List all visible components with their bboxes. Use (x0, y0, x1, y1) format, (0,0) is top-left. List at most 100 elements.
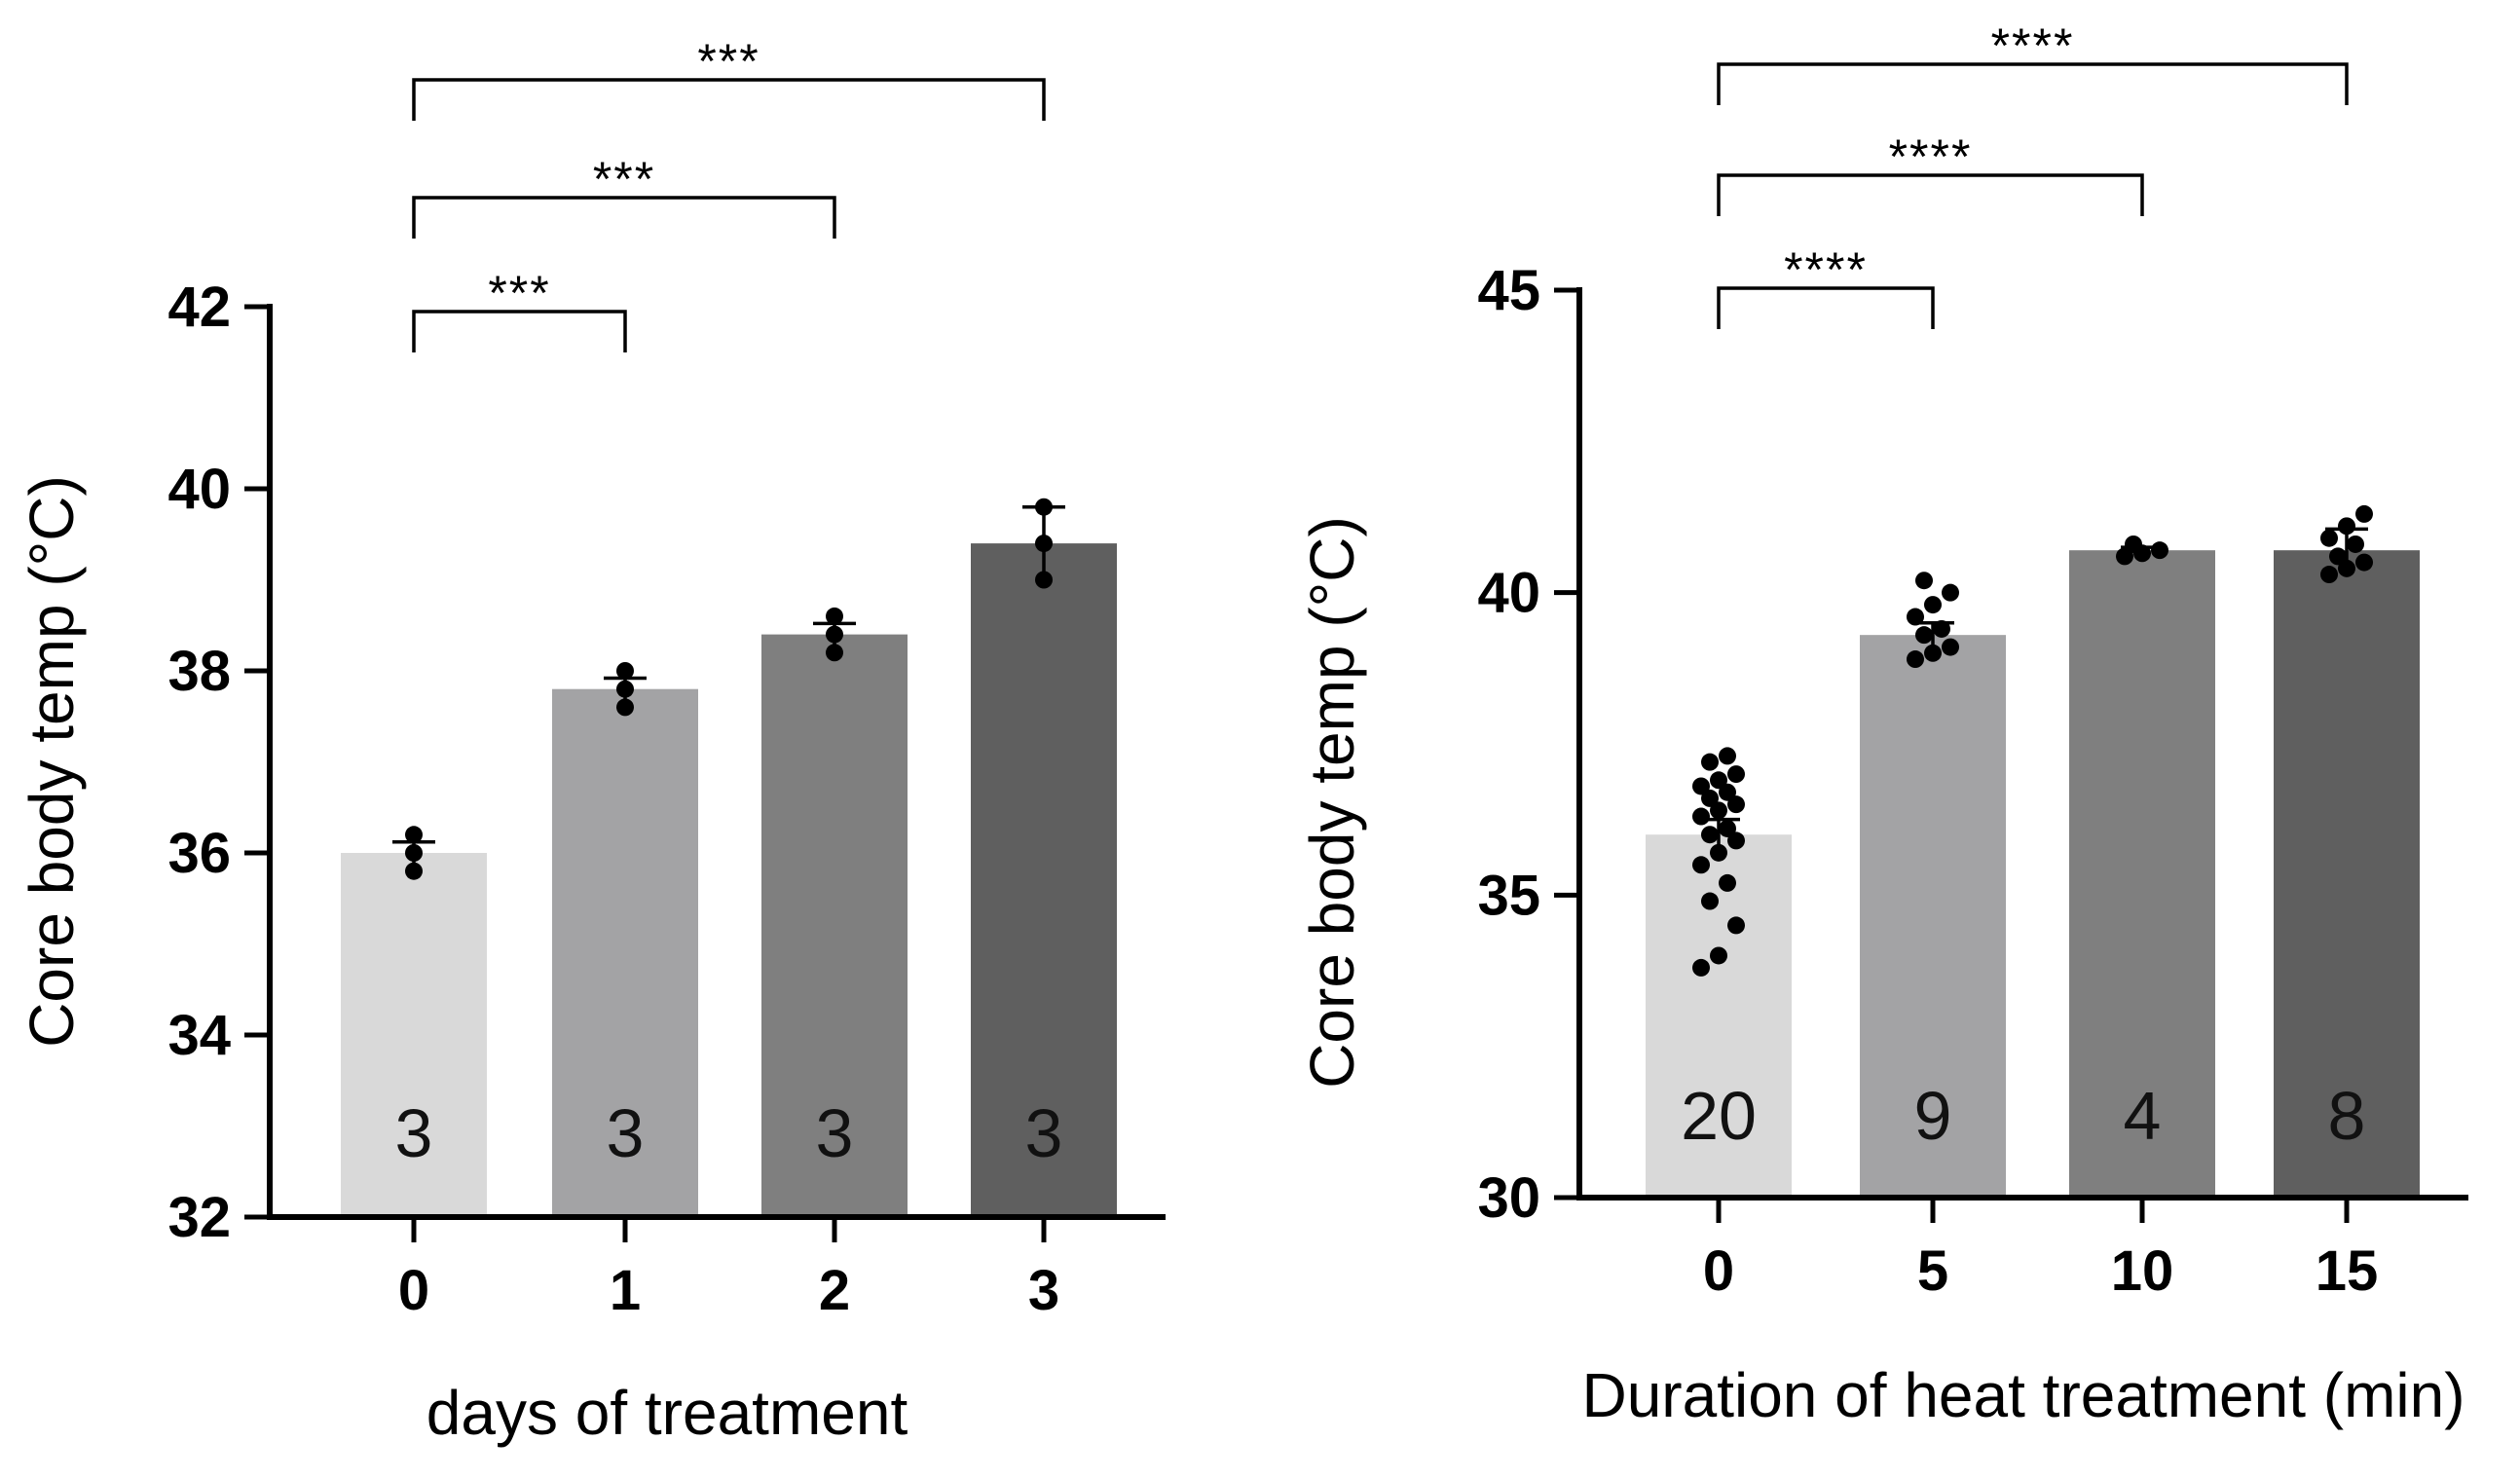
x-tick-label: 0 (398, 1259, 429, 1322)
data-point (826, 625, 843, 644)
data-point (1692, 856, 1710, 874)
data-point (826, 644, 843, 662)
data-point (2347, 535, 2364, 553)
data-point (1719, 747, 1736, 765)
data-point (1942, 583, 1959, 602)
data-point (616, 698, 634, 717)
left-panel-chart: 3 3 3 3 32 34 36 38 40 42 0 1 2 3 days of treatment Cor… (17, 34, 1166, 1448)
significance-label-2: *** (697, 34, 760, 89)
data-point (2151, 541, 2168, 560)
data-point (1710, 843, 1727, 862)
data-point (405, 862, 423, 880)
significance-bracket-0 (412, 310, 627, 352)
n-label-0: 20 (1681, 1078, 1757, 1154)
data-point (2116, 547, 2133, 566)
data-point (1701, 789, 1719, 807)
y-tick-label: 38 (167, 640, 231, 703)
data-point (1915, 572, 1933, 590)
data-point (616, 680, 634, 698)
x-axis-title: Duration of heat treatment (min) (1581, 1360, 2464, 1430)
data-point (1719, 873, 1736, 892)
significance-bracket-1 (1717, 173, 2144, 216)
data-point (2355, 553, 2373, 572)
data-point (2338, 517, 2355, 536)
y-tick-label: 35 (1477, 864, 1540, 927)
significance-bracket-1 (412, 196, 836, 239)
right-panel-chart: 20 9 4 8 30 35 40 45 0 5 10 15 Duration of heat trea… (1297, 18, 2468, 1430)
data-point (2320, 529, 2338, 547)
data-point (1727, 765, 1745, 784)
data-point (1727, 916, 1745, 935)
x-axis-title: days of treatment (426, 1378, 908, 1448)
data-point (2355, 504, 2373, 523)
x-tick-label: 2 (819, 1259, 850, 1322)
data-point (1907, 650, 1924, 669)
n-label-2: 4 (2124, 1078, 2162, 1154)
bar-1 (1860, 635, 2006, 1198)
data-point (2125, 535, 2142, 553)
y-tick-label: 45 (1477, 259, 1540, 322)
y-tick-label: 36 (167, 822, 231, 885)
bar-3 (2274, 550, 2420, 1198)
x-tick-label: 5 (1917, 1239, 1948, 1303)
data-point (2329, 547, 2347, 566)
data-point (616, 662, 634, 680)
data-point (1933, 619, 1950, 638)
data-point (1710, 771, 1727, 790)
x-tick-label: 0 (1703, 1239, 1734, 1303)
data-point (1701, 892, 1719, 910)
x-tick-label: 1 (610, 1259, 641, 1322)
data-point (1924, 596, 1942, 614)
y-tick-label: 34 (167, 1004, 231, 1067)
n-label-3: 3 (1025, 1095, 1063, 1171)
data-point (1719, 819, 1736, 837)
y-tick-label: 40 (167, 458, 231, 521)
data-point (405, 826, 423, 844)
data-point (1719, 783, 1736, 801)
y-tick-label: 42 (167, 276, 231, 339)
data-point (1035, 498, 1053, 516)
data-point (1035, 571, 1053, 589)
bar-2 (761, 634, 908, 1217)
data-point (1692, 777, 1710, 795)
significance-label-1: **** (1889, 129, 1973, 184)
n-label-0: 3 (395, 1095, 433, 1171)
y-tick-label: 30 (1477, 1166, 1540, 1230)
data-point (1701, 753, 1719, 771)
bar-1 (552, 688, 698, 1217)
y-axis-title: Core body temp (°C) (1297, 516, 1367, 1089)
data-point (1701, 826, 1719, 844)
bar-3 (971, 543, 1117, 1217)
data-point (2320, 566, 2338, 584)
significance-bracket-2 (412, 78, 1046, 121)
significance-label-0: *** (488, 266, 550, 320)
bar-0 (1646, 834, 1792, 1198)
n-label-3: 8 (2328, 1078, 2366, 1154)
data-point (1710, 801, 1727, 820)
y-tick-label: 32 (167, 1186, 231, 1249)
data-point (1692, 958, 1710, 977)
data-point (2338, 559, 2355, 577)
x-tick-label: 15 (2316, 1239, 2379, 1303)
x-tick-label: 3 (1028, 1259, 1059, 1322)
data-point (1710, 946, 1727, 965)
data-point (1035, 535, 1053, 553)
data-point (1727, 831, 1745, 850)
data-point (1915, 626, 1933, 645)
significance-bracket-2 (1717, 62, 2349, 105)
n-label-2: 3 (816, 1095, 854, 1171)
bar-2 (2069, 550, 2215, 1198)
significance-label-1: *** (593, 152, 655, 206)
data-point (1924, 644, 1942, 662)
data-point (405, 844, 423, 862)
data-point (1727, 795, 1745, 814)
n-label-1: 9 (1914, 1078, 1952, 1154)
y-tick-label: 40 (1477, 562, 1540, 625)
data-point (1907, 608, 1924, 626)
data-point (1942, 638, 1959, 656)
data-point (1692, 807, 1710, 826)
y-axis-title: Core body temp (°C) (17, 475, 87, 1048)
data-point (826, 607, 843, 625)
bar-0 (341, 853, 487, 1217)
